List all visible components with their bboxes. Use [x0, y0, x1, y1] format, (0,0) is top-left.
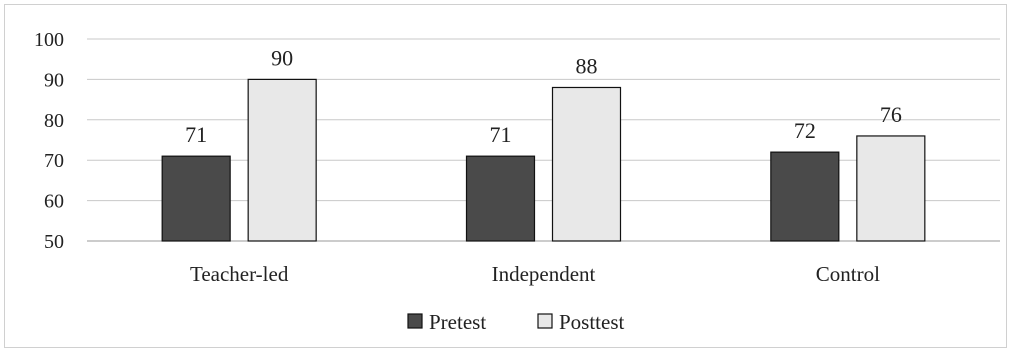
bar-posttest-1: [247, 78, 317, 242]
legend-label-posttest: Posttest: [559, 310, 625, 334]
bar-posttest-2: [551, 86, 622, 242]
data-label: 76: [880, 102, 902, 127]
bar-pretest-2: [465, 155, 536, 242]
data-label: 71: [185, 122, 207, 147]
data-label: 72: [794, 118, 816, 143]
data-label: 71: [490, 122, 512, 147]
category-labels: Teacher-led Independent Control: [190, 262, 880, 286]
legend-swatch-posttest: [537, 313, 553, 329]
y-tick-label: 50: [44, 231, 64, 253]
category-label: Control: [816, 262, 880, 286]
bars: [161, 78, 926, 242]
y-tick-label: 60: [44, 191, 64, 213]
legend-label-pretest: Pretest: [429, 310, 486, 334]
bar-posttest-3: [856, 135, 926, 242]
legend: Pretest Posttest: [407, 310, 625, 334]
bar-pretest-1: [161, 155, 231, 242]
data-label: 88: [576, 53, 598, 78]
y-axis-tick-labels: 50 60 70 80 90 100: [34, 29, 64, 253]
bar-pretest-3: [770, 151, 840, 242]
y-tick-label: 90: [44, 69, 64, 91]
category-label: Teacher-led: [190, 262, 289, 286]
data-labels: 71 90 71 88 72 76: [185, 45, 902, 147]
y-tick-label: 80: [44, 110, 64, 132]
y-tick-label: 100: [34, 29, 64, 51]
category-label: Independent: [492, 262, 596, 286]
data-label: 90: [271, 45, 293, 70]
legend-swatch-pretest: [407, 313, 423, 329]
y-tick-label: 70: [44, 150, 64, 172]
grid-lines: [87, 38, 1000, 242]
